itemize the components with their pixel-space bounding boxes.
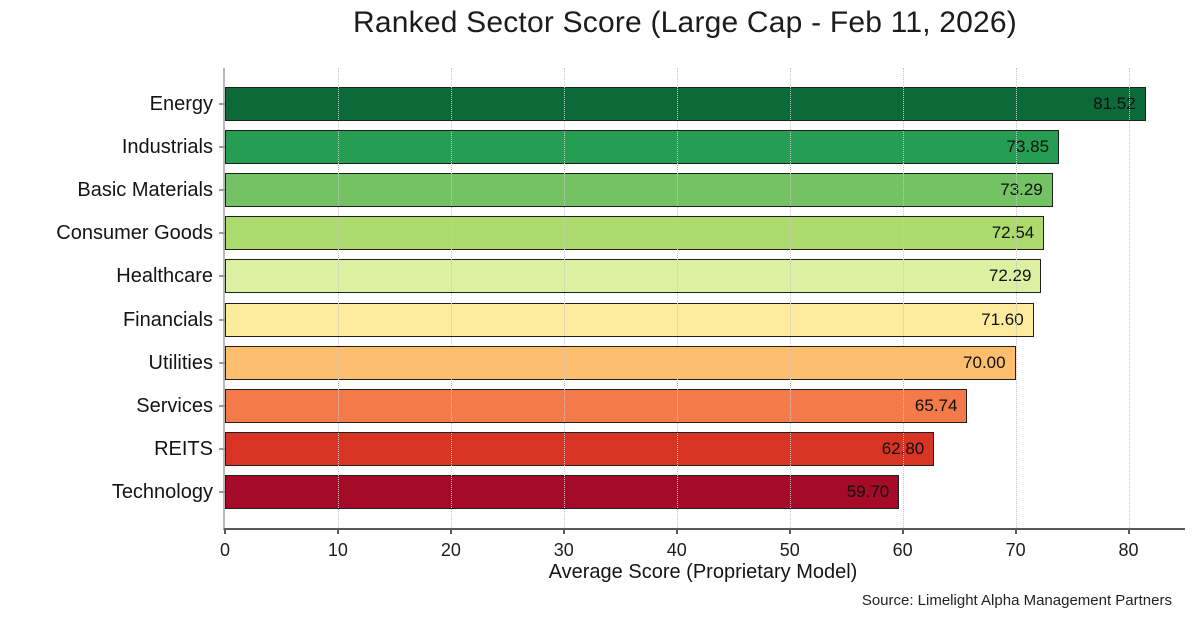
y-axis-label: REITS [154, 438, 213, 461]
x-tick-mark [788, 528, 791, 534]
source-note: Source: Limelight Alpha Management Partn… [861, 592, 1172, 609]
x-tick-mark [224, 528, 226, 534]
x-tick-mark [675, 528, 678, 534]
x-tick-label: 10 [327, 540, 348, 560]
bar-industrials: 73.85 [225, 129, 1060, 164]
bar-financials: 71.60 [225, 302, 1034, 337]
bar-value-label: 72.54 [991, 223, 1035, 243]
x-tick-mark [336, 528, 339, 534]
x-tick-label: 30 [553, 540, 574, 560]
bar-value-label: 65.74 [914, 396, 958, 415]
gridline [563, 68, 565, 528]
bar-services: 65.74 [225, 389, 968, 423]
x-tick-mark [1014, 528, 1017, 534]
gridline [1015, 68, 1017, 528]
x-tick-label: 70 [1005, 540, 1026, 560]
x-tick-label: 60 [892, 540, 913, 560]
y-axis-label: Services [136, 395, 213, 417]
bar-value-label: 71.60 [981, 309, 1024, 329]
bar-energy: 81.52 [225, 86, 1146, 121]
bar-reits: 62.80 [225, 432, 935, 467]
x-tick-mark [901, 528, 904, 534]
y-tick-mark [219, 318, 225, 321]
y-tick-mark [219, 361, 225, 364]
bar-consumer-goods: 72.54 [225, 216, 1045, 251]
y-tick-mark [219, 448, 225, 451]
y-axis-label: Industrials [121, 135, 213, 158]
x-tick-label: 0 [219, 540, 231, 560]
x-tick-label: 20 [440, 540, 461, 560]
x-tick-label: 40 [666, 540, 687, 560]
bar-value-label: 70.00 [963, 352, 1006, 372]
y-axis-label: Energy [149, 92, 213, 115]
bar-value-label: 73.29 [1000, 180, 1043, 199]
bar-value-label: 81.52 [1093, 93, 1136, 113]
y-axis-label: Consumer Goods [56, 222, 213, 245]
gridline [902, 68, 904, 528]
y-axis-label: Financials [122, 308, 213, 331]
x-tick-mark [449, 528, 452, 534]
bar-value-label: 59.70 [846, 482, 890, 502]
bar-healthcare: 72.29 [225, 259, 1042, 294]
bar-technology: 59.70 [225, 475, 900, 510]
y-tick-mark [219, 275, 225, 278]
y-tick-mark [219, 189, 225, 191]
x-tick-label: 50 [779, 540, 800, 560]
y-tick-mark [219, 405, 225, 407]
y-axis-label: Technology [111, 481, 213, 504]
gridline [676, 68, 678, 528]
y-axis-label: Basic Materials [77, 179, 213, 201]
x-tick-mark [562, 528, 565, 534]
bar-value-label: 72.29 [988, 266, 1032, 286]
gridline [1128, 68, 1130, 528]
gridline [789, 68, 791, 528]
y-axis-label: Utilities [148, 351, 213, 374]
gridline [337, 68, 339, 528]
bar-value-label: 73.85 [1006, 136, 1050, 156]
bar-utilities: 70.00 [225, 345, 1016, 380]
y-tick-mark [219, 102, 225, 105]
x-tick-mark [1127, 528, 1130, 534]
y-tick-mark [219, 232, 225, 235]
gridline [450, 68, 452, 528]
x-tick-label: 80 [1118, 540, 1139, 560]
chart-title: Ranked Sector Score (Large Cap - Feb 11,… [353, 6, 1017, 39]
y-axis-label: Healthcare [116, 265, 213, 288]
y-tick-mark [219, 491, 225, 494]
y-tick-mark [219, 145, 225, 148]
plot-area: 0 10 20 30 40 50 60 70 80 81.52 Energy 73.85 Industr… [56, 68, 1185, 560]
x-axis-label: Average Score (Proprietary Model) [548, 561, 858, 583]
bar-basic-materials: 73.29 [225, 173, 1053, 207]
